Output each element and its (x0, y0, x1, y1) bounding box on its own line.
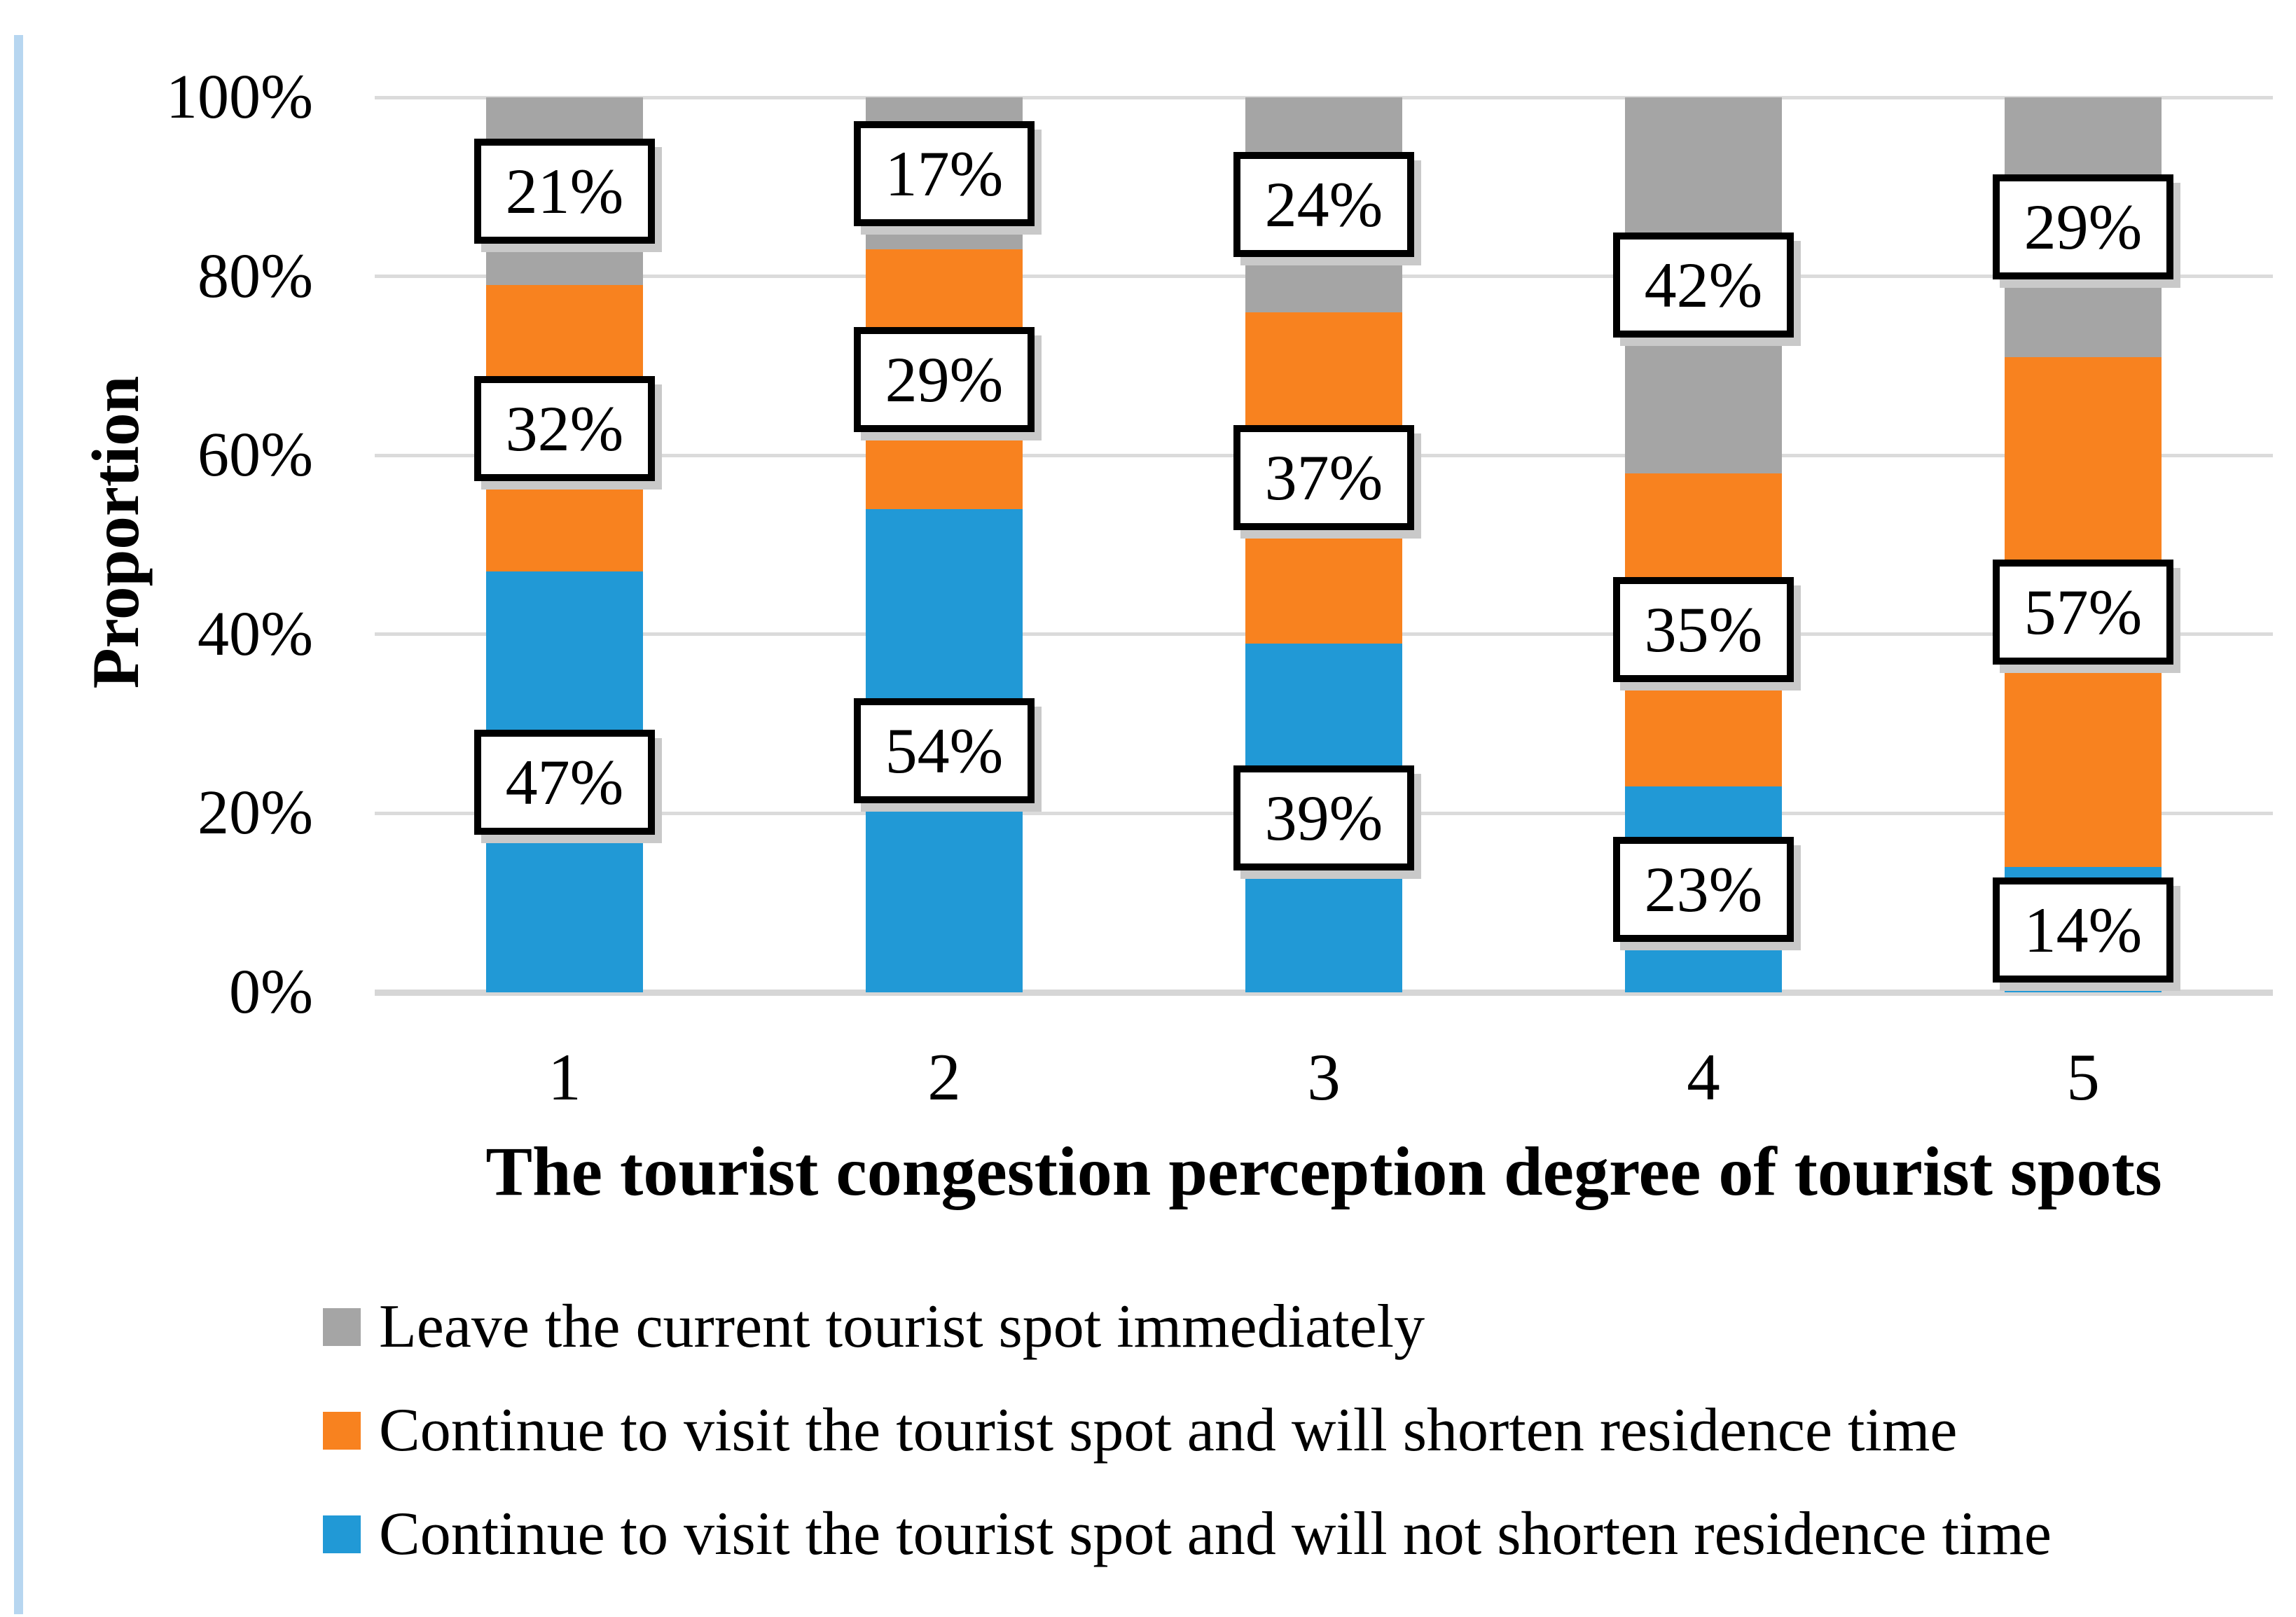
legend-item-label: Leave the current tourist spot immediate… (379, 1293, 1425, 1361)
y-tick-label: 20% (198, 778, 313, 848)
data-label-value: 42% (1644, 249, 1763, 321)
data-label-value: 17% (885, 137, 1004, 209)
data-label-value: 32% (505, 392, 624, 464)
gridline (375, 95, 2273, 99)
x-tick-label: 3 (1307, 1040, 1341, 1114)
y-tick-label: 0% (229, 957, 313, 1027)
legend-item: Leave the current tourist spot immediate… (323, 1289, 1425, 1366)
y-tick-label: 80% (198, 241, 313, 311)
data-label-value: 14% (2024, 894, 2143, 966)
y-tick-label: 60% (198, 420, 313, 490)
data-label-value: 39% (1264, 782, 1383, 854)
left-accent-line (14, 35, 23, 1614)
legend-item-label: Continue to visit the tourist spot and w… (379, 1500, 2052, 1568)
x-tick-label: 1 (548, 1040, 581, 1114)
data-label-box: 42% (1613, 233, 1794, 338)
data-label-value: 57% (2024, 576, 2143, 648)
x-axis-title: The tourist congestion perception degree… (485, 1132, 2162, 1210)
legend-item-label: Continue to visit the tourist spot and w… (379, 1396, 1958, 1464)
data-label-value: 21% (505, 155, 624, 228)
data-label-value: 29% (2024, 191, 2143, 263)
data-label-value: 29% (885, 343, 1004, 415)
x-axis-line (375, 989, 2273, 996)
x-tick-label: 2 (927, 1040, 961, 1114)
data-label-box: 29% (1993, 174, 2173, 280)
data-label-box: 32% (474, 375, 655, 481)
data-label-value: 23% (1644, 854, 1763, 926)
legend-swatch-icon (323, 1308, 361, 1346)
data-label-value: 47% (505, 746, 624, 818)
data-label-box: 14% (1993, 877, 2173, 983)
data-label-value: 35% (1644, 594, 1763, 666)
data-label-box: 37% (1233, 425, 1414, 531)
data-label-box: 57% (1993, 559, 2173, 665)
data-label-box: 35% (1613, 577, 1794, 683)
data-label-box: 23% (1613, 837, 1794, 943)
data-label-box: 29% (854, 326, 1035, 432)
legend-item: Continue to visit the tourist spot and w… (323, 1392, 1957, 1469)
data-label-value: 24% (1264, 169, 1383, 241)
data-label-value: 54% (885, 714, 1004, 786)
data-label-box: 17% (854, 120, 1035, 226)
y-tick-label: 40% (198, 599, 313, 669)
legend-item: Continue to visit the tourist spot and w… (323, 1496, 2052, 1573)
data-label-box: 47% (474, 729, 655, 835)
plot-area: 47% 32% 21% 54% 29% 17% 39% 37% 24% 23% 35% 42% 14% 5… (375, 95, 2273, 996)
data-label-box: 21% (474, 139, 655, 244)
data-label-box: 39% (1233, 765, 1414, 870)
data-label-box: 54% (854, 698, 1035, 803)
x-tick-label: 4 (1687, 1040, 1720, 1114)
data-label-box: 24% (1233, 152, 1414, 258)
y-tick-label: 100% (166, 62, 313, 132)
legend-swatch-icon (323, 1515, 361, 1553)
data-label-value: 37% (1264, 442, 1383, 514)
x-tick-label: 5 (2066, 1040, 2100, 1114)
legend-swatch-icon (323, 1412, 361, 1450)
